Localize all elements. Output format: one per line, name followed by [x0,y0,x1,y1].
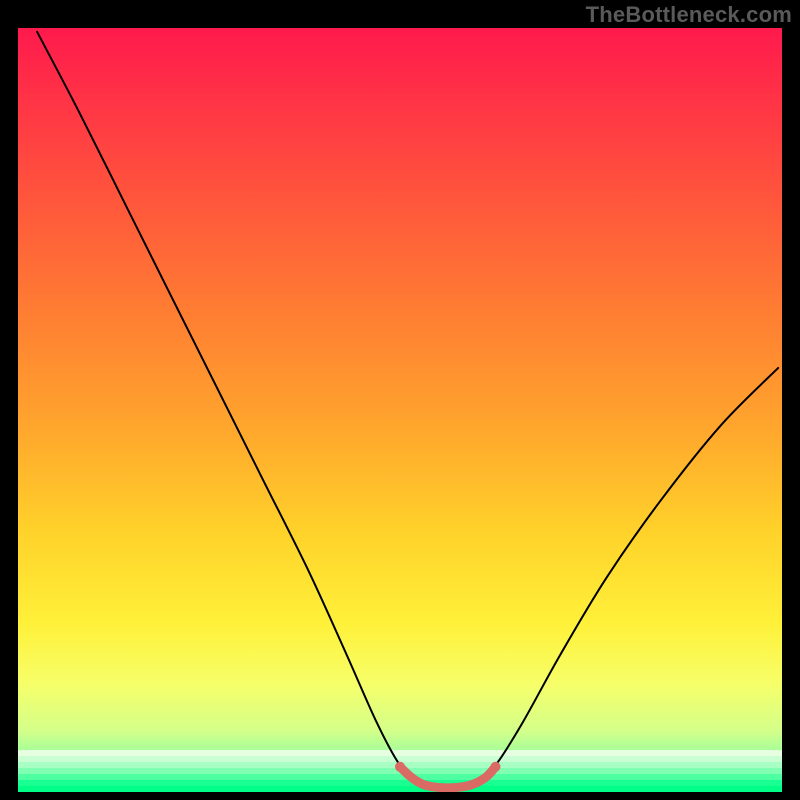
attribution-label: TheBottleneck.com [586,2,792,28]
highlight-start-marker [395,762,405,772]
highlight-end-marker [491,762,501,772]
chart-svg [18,28,782,792]
figure-root: TheBottleneck.com [0,0,800,800]
plot-area [18,28,782,792]
gradient-background [18,28,782,792]
